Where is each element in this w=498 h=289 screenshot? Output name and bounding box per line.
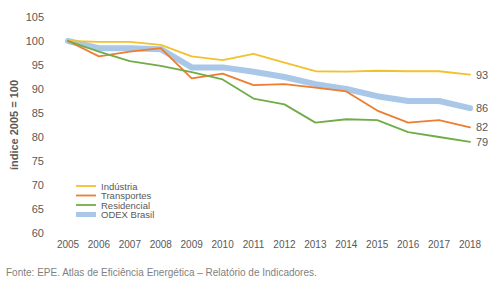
legend-swatch	[76, 195, 96, 197]
x-tick-label: 2007	[119, 239, 142, 250]
lines	[68, 41, 470, 142]
x-tick-label: 2006	[88, 239, 111, 250]
y-tick-label: 65	[32, 203, 44, 215]
y-tick-label: 95	[32, 59, 44, 71]
y-tick-label: 70	[32, 179, 44, 191]
y-axis-label: índice 2005 = 100	[8, 80, 20, 170]
source-note: Fonte: EPE. Atlas de Eficiência Energéti…	[6, 267, 317, 278]
legend: IndústriaTransportesResidencialODEX Bras…	[76, 181, 154, 221]
x-tick-label: 2008	[150, 239, 173, 250]
legend-swatch	[76, 185, 96, 187]
data-label: 86	[476, 102, 488, 114]
legend-swatch	[76, 212, 96, 217]
series-line	[68, 41, 470, 142]
x-tick-label: 2016	[397, 239, 420, 250]
x-tick-label: 2018	[459, 239, 482, 250]
chart-container: 60 65 70 75 80 85 90 95 100 105 2005 2006 2007 2008 20…	[0, 0, 498, 289]
y-tick-label: 80	[32, 131, 44, 143]
data-label: 93	[476, 69, 488, 81]
series-line	[68, 41, 470, 75]
series-line	[68, 41, 470, 127]
x-tick-label: 2017	[428, 239, 451, 250]
y-tick-label: 105	[26, 11, 44, 23]
y-tick-label: 85	[32, 107, 44, 119]
legend-label: ODEX Brasil	[101, 209, 154, 220]
y-tick-label: 100	[26, 35, 44, 47]
x-tick-label: 2011	[243, 239, 265, 250]
x-tick-label: 2012	[273, 239, 296, 250]
data-label: 79	[476, 136, 488, 148]
y-tick-label: 90	[32, 83, 44, 95]
x-tick-label: 2015	[366, 239, 389, 250]
chart-svg: 60 65 70 75 80 85 90 95 100 105 2005 2006 2007 2008 20…	[0, 0, 498, 289]
x-tick-label: 2010	[211, 239, 234, 250]
x-tick-label: 2005	[57, 239, 80, 250]
x-tick-label: 2013	[304, 239, 327, 250]
x-tick-label: 2014	[335, 239, 358, 250]
y-tick-label: 60	[32, 227, 44, 239]
x-tick-label: 2009	[181, 239, 204, 250]
y-tick-label: 75	[32, 155, 44, 167]
data-label: 82	[476, 121, 488, 133]
legend-swatch	[76, 204, 96, 206]
